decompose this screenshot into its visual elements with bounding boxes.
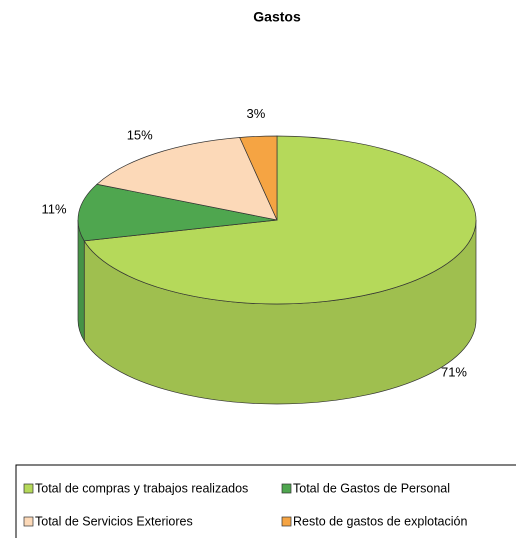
legend-label: Total de Gastos de Personal bbox=[293, 481, 450, 495]
legend-swatch bbox=[281, 483, 292, 494]
pie-slice bbox=[77, 183, 278, 242]
legend-swatch bbox=[23, 483, 34, 494]
legend-frame bbox=[15, 464, 516, 538]
pie-slice bbox=[239, 135, 278, 221]
data-label: 15% bbox=[127, 128, 153, 143]
legend-label: Resto de gastos de explotación bbox=[293, 514, 467, 528]
legend-label: Total de compras y trabajos realizados bbox=[35, 481, 248, 495]
legend-swatch bbox=[281, 516, 292, 527]
data-label: 71% bbox=[441, 364, 467, 379]
data-label: 3% bbox=[247, 106, 266, 121]
legend-swatch bbox=[23, 516, 34, 527]
data-label: 11% bbox=[41, 201, 66, 216]
pie-slice bbox=[83, 135, 477, 305]
pie-slice bbox=[96, 137, 278, 221]
legend-label: Total de Servicios Exteriores bbox=[35, 514, 193, 528]
chart-title: Gastos bbox=[253, 9, 301, 25]
